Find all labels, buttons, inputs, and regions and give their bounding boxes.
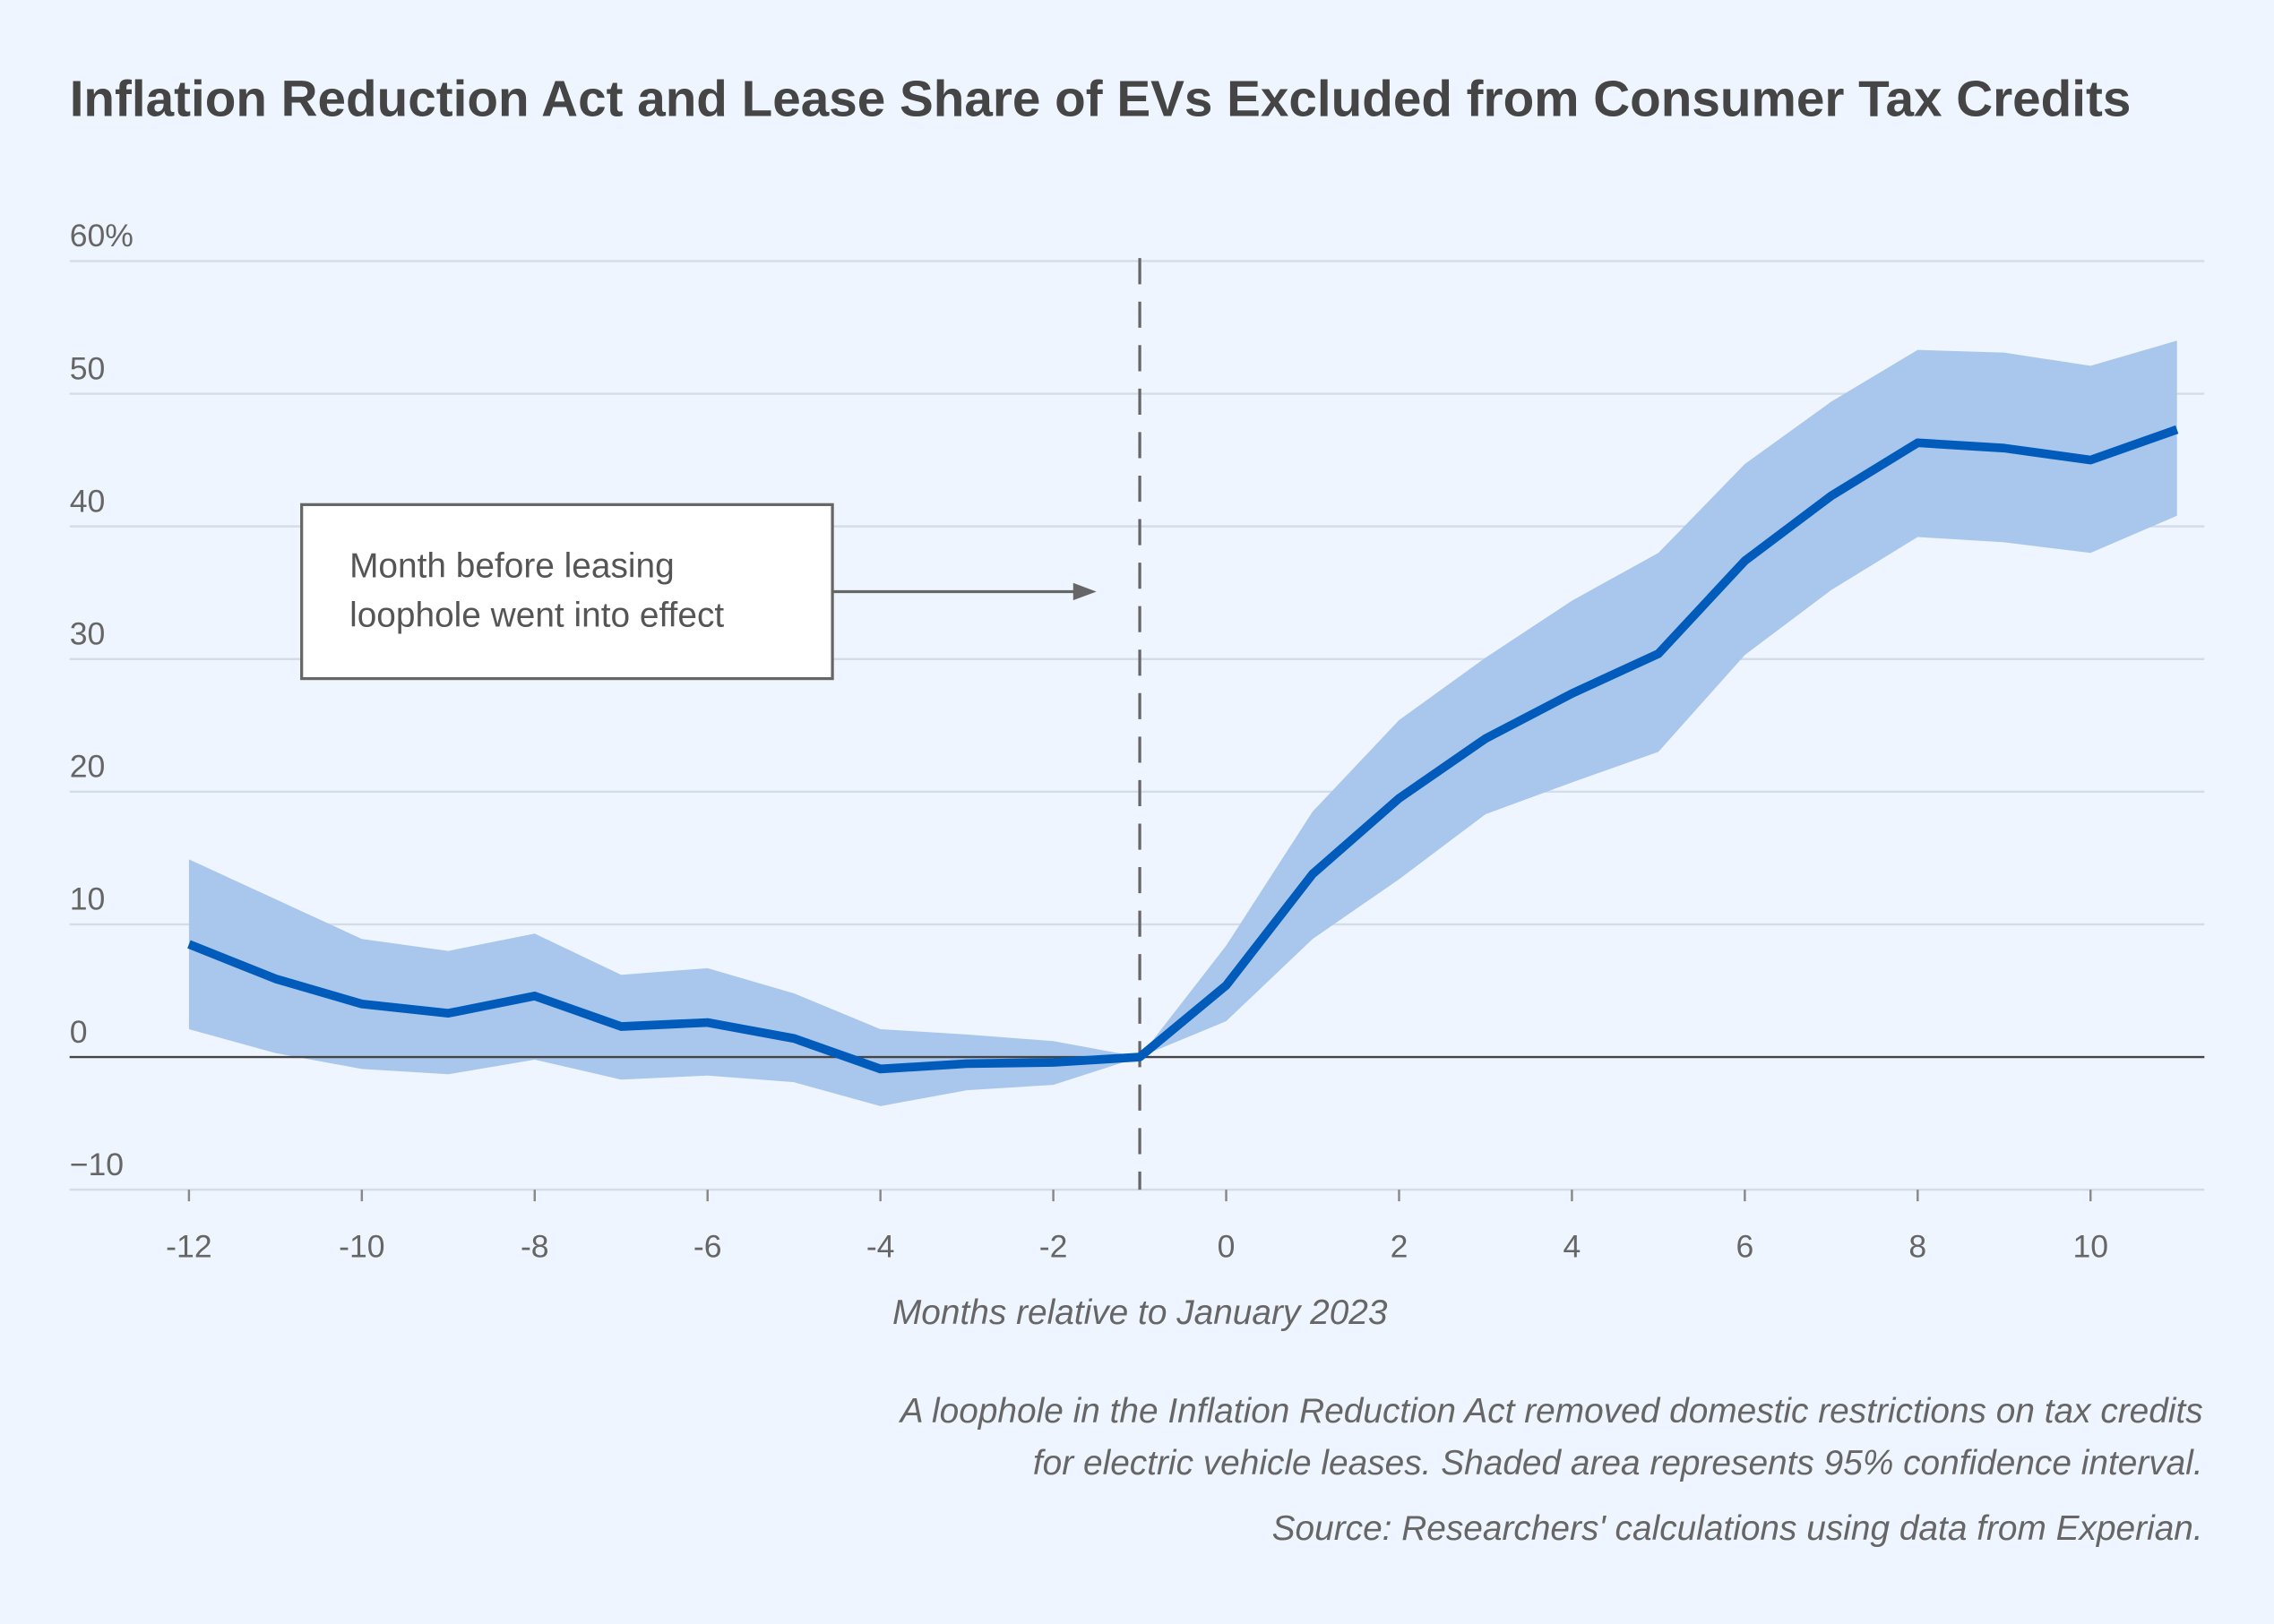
source-note: Source: Researchers' calculations using … [1272,1509,2203,1548]
x-tick-label: 4 [1563,1228,1581,1264]
annotation-line-2: loophole went into effect [349,596,724,634]
y-tick-label: 30 [70,616,106,652]
x-tick-label: 6 [1736,1228,1753,1264]
chart-title: Inflation Reduction Act and Lease Share … [70,72,2132,128]
y-tick-label: 50 [70,350,106,386]
y-tick-label: 10 [70,881,106,917]
series-line [187,425,2179,1074]
y-tick-label: −10 [70,1147,124,1182]
x-tick-label: 10 [2072,1228,2108,1264]
x-tick-label: -4 [866,1228,895,1264]
note-line-1: A loophole in the Inflation Reduction Ac… [899,1392,2203,1431]
x-tick-label: -6 [693,1228,722,1264]
y-tick-label: 60% [70,218,134,253]
x-tick-label: -12 [166,1228,211,1264]
x-axis-label: Months relative to January 2023 [892,1293,1388,1332]
x-tick-label: -10 [339,1228,384,1264]
annotation-box [300,503,834,681]
confidence-band [188,340,2177,1106]
annotation-line-1: Month before leasing [349,546,675,585]
x-tick-label: -8 [521,1228,549,1264]
x-tick-label: 2 [1391,1228,1408,1264]
y-tick-label: 0 [70,1014,88,1050]
note-line-2: for electric vehicle leases. Shaded area… [1033,1444,2203,1482]
x-tick-label: 8 [1908,1228,1926,1264]
x-tick-label: 0 [1218,1228,1236,1264]
arrowhead-icon [1072,582,1097,601]
y-tick-label: 20 [70,749,106,785]
y-tick-label: 40 [70,483,106,519]
x-tick-label: -2 [1039,1228,1068,1264]
annotation: Month before leasing loophole went into … [300,503,1097,681]
